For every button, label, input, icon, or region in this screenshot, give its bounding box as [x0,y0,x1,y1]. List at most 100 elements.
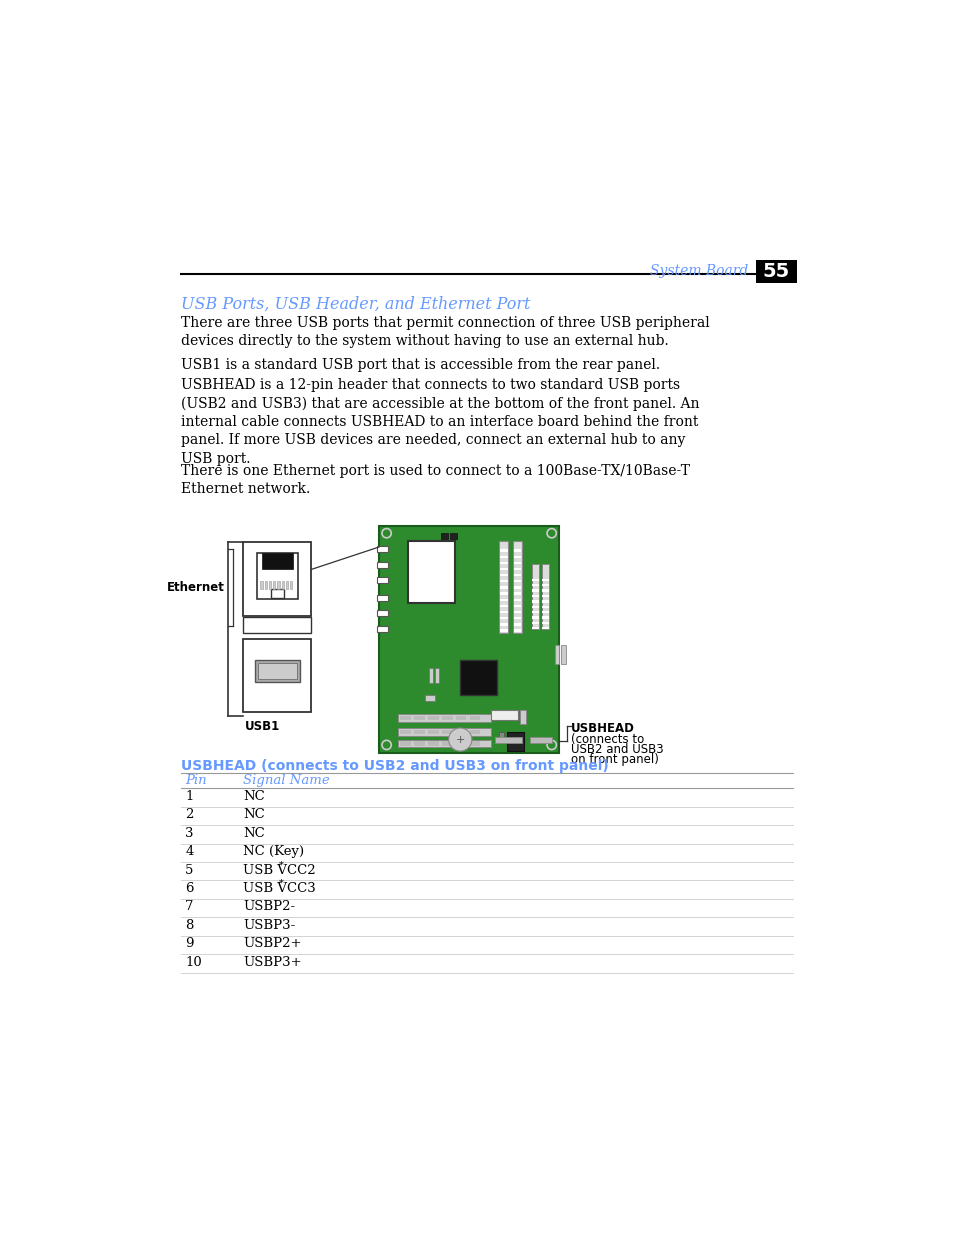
Text: USB1: USB1 [245,720,280,732]
Bar [441,730,452,734]
Bar [513,568,521,571]
Bar [435,668,438,683]
Bar [469,741,480,746]
Text: on front panel): on front panel) [571,752,659,766]
Bar [425,695,435,701]
Bar [532,605,537,608]
Text: USBP2-: USBP2- [243,900,295,914]
Bar [378,526,558,752]
Bar [264,580,267,589]
Bar [513,562,521,564]
Bar [450,534,456,540]
Bar [513,556,521,558]
Bar [377,595,388,601]
Text: 5: 5 [185,863,193,877]
Bar [499,599,507,601]
Text: *: * [279,879,284,888]
Bar [414,716,424,720]
Text: NC: NC [243,826,265,840]
Bar [756,259,796,283]
Bar [532,621,537,624]
Bar [441,741,452,746]
Bar [261,553,293,568]
Bar [243,542,311,615]
Text: 55: 55 [762,262,789,280]
Bar [499,562,507,564]
Bar [399,741,410,746]
Bar [427,730,438,734]
Bar [273,580,275,589]
Bar [290,580,293,589]
Bar [513,605,521,608]
Bar [499,618,507,620]
Text: (connects to: (connects to [571,732,643,746]
Bar [542,627,548,630]
Bar [377,577,388,583]
Bar [377,626,388,632]
Bar [499,605,507,608]
Bar [399,730,410,734]
Bar [499,574,507,577]
Circle shape [546,740,556,750]
Bar [414,741,424,746]
Text: 9: 9 [185,937,193,951]
Bar [542,589,548,592]
Text: USB VCC3: USB VCC3 [243,882,315,895]
Text: Pin: Pin [185,774,207,787]
Text: NC: NC [243,808,265,821]
Bar [541,564,549,630]
Bar [399,716,410,720]
Text: There is one Ethernet port is used to connect to a 100Base-TX/10Base-T
Ethernet : There is one Ethernet port is used to co… [181,464,690,496]
Text: 4: 4 [185,845,193,858]
Text: USBP2+: USBP2+ [243,937,301,951]
Text: There are three USB ports that permit connection of three USB peripheral
devices: There are three USB ports that permit co… [181,316,709,348]
Bar [397,740,491,747]
Bar [377,610,388,616]
Bar [469,716,480,720]
Bar [532,616,537,619]
Bar [542,605,548,608]
Bar [286,580,288,589]
Bar [499,556,507,558]
Text: NC: NC [243,789,265,803]
Circle shape [546,529,556,537]
Text: USBP3+: USBP3+ [243,956,301,969]
Text: USB1 is a standard USB port that is accessible from the rear panel.: USB1 is a standard USB port that is acce… [181,358,659,372]
Bar [397,727,491,736]
Bar [542,611,548,614]
Bar [440,534,447,540]
Bar [513,580,521,583]
Text: USB2 and USB3: USB2 and USB3 [571,742,663,756]
Bar [513,541,521,634]
Bar [531,564,538,630]
Bar [532,584,537,587]
Bar [499,587,507,589]
Bar [243,618,311,632]
Bar [513,574,521,577]
Text: NC (Key): NC (Key) [243,845,304,858]
Bar [499,593,507,595]
Bar [377,546,388,552]
Bar [377,562,388,568]
Bar [499,568,507,571]
Text: 7: 7 [185,900,193,914]
Text: 8: 8 [185,919,193,932]
Bar [530,737,551,743]
Bar [542,595,548,597]
Bar [499,550,507,552]
Bar [499,630,507,632]
Bar [532,595,537,597]
Text: USBP3-: USBP3- [243,919,295,932]
Text: +: + [456,735,464,745]
Bar [456,716,466,720]
Bar [498,732,504,739]
Bar [532,611,537,614]
Bar [513,550,521,552]
Text: *: * [279,861,284,869]
Circle shape [381,740,391,750]
Bar [513,630,521,632]
Bar [532,627,537,630]
Bar [243,638,311,711]
Bar [441,716,452,720]
Bar [542,621,548,624]
